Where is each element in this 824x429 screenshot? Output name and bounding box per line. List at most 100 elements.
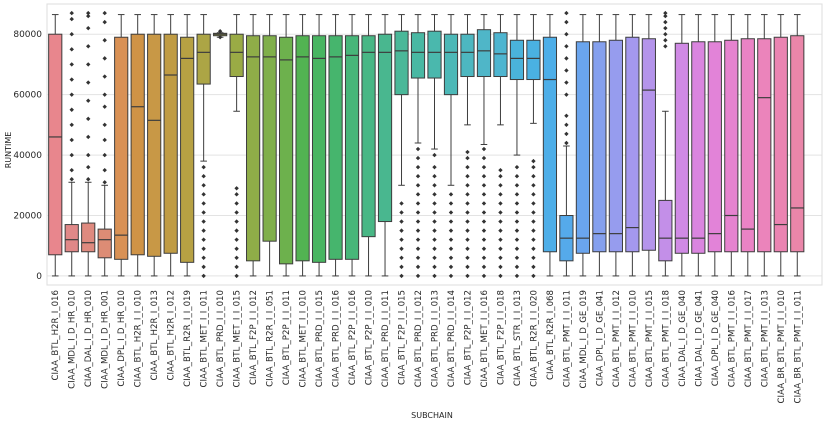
box-14: [262, 14, 277, 277]
outlier-point: [531, 174, 536, 179]
iqr-box: [674, 42, 689, 254]
outlier-point: [514, 237, 520, 242]
outlier-point: [399, 255, 404, 261]
x-tick-label: CIAA_BTL_PRD_I_I_010: [216, 290, 226, 387]
outlier-point: [465, 264, 470, 270]
outlier-point: [415, 192, 421, 197]
iqr-box: [493, 32, 508, 78]
x-tick-label: CIAA_BTL_PMT_I_I_018: [661, 290, 671, 387]
outlier-point: [102, 92, 107, 97]
outlier-point: [531, 210, 536, 215]
outlier-point: [663, 10, 668, 16]
outlier-point: [564, 44, 569, 49]
outlier-point: [663, 44, 668, 49]
outlier-point: [432, 219, 437, 224]
iqr-box: [81, 222, 96, 253]
x-tick-label: CIAA_BTL_F2P_I_I_018: [496, 290, 506, 385]
outlier-point: [531, 183, 536, 188]
x-tick-label: CIAA_DAL_I_D_GE_041: [694, 290, 704, 387]
iqr-box: [509, 39, 525, 81]
outlier-point: [86, 98, 91, 103]
outlier-point: [564, 131, 569, 137]
outlier-point: [102, 137, 107, 143]
outlier-point: [102, 19, 107, 25]
box-42: [724, 14, 739, 277]
outlier-point: [69, 137, 74, 143]
outlier-point: [69, 167, 74, 173]
box-37: [641, 14, 656, 277]
outlier-point: [102, 104, 107, 109]
x-tick-label: CIAA_BTL_R2R_I_I_019: [183, 290, 193, 387]
outlier-point: [415, 155, 421, 161]
outlier-point: [663, 19, 668, 25]
box-10: [196, 14, 211, 279]
outlier-point: [514, 192, 520, 197]
outlier-point: [69, 32, 74, 37]
box-33: [575, 14, 591, 277]
x-tick-label: CIAA_BTL_MET_I_I_010: [299, 290, 309, 388]
outlier-point: [399, 228, 404, 233]
outlier-point: [465, 174, 470, 179]
x-tick-label: CIAA_BTL_STR_I_I_013: [513, 290, 523, 386]
outlier-point: [514, 183, 520, 188]
outlier-point: [86, 25, 91, 31]
iqr-box: [344, 35, 360, 260]
iqr-box: [394, 30, 409, 96]
outlier-point: [432, 273, 437, 279]
iqr-box: [229, 33, 244, 78]
outlier-point: [465, 228, 470, 233]
iqr-box: [641, 38, 656, 251]
x-tick-label: CIAA_BTL_R2R_I_I_051: [266, 290, 276, 387]
box-12: [229, 14, 244, 279]
outlier-point: [69, 16, 74, 22]
x-tick-label: CIAA_BTL_PRD_I_I_014: [447, 290, 457, 387]
outlier-point: [498, 167, 503, 173]
outlier-point: [498, 192, 503, 197]
iqr-box: [757, 38, 772, 253]
y-tick-label: 40000: [13, 151, 42, 161]
outlier-point: [102, 38, 107, 43]
outlier-point: [201, 219, 206, 224]
outlier-point: [86, 10, 91, 16]
box-34: [592, 14, 607, 277]
outlier-point: [514, 246, 520, 251]
outlier-point: [481, 174, 487, 179]
x-tick-label: CIAA_BTL_H2R_I_I_010: [134, 290, 144, 387]
outlier-point: [564, 92, 569, 97]
outlier-point: [531, 201, 536, 206]
outlier-point: [448, 192, 454, 197]
outlier-point: [201, 246, 206, 251]
outlier-point: [531, 273, 536, 279]
x-tick-label: CIAA_BTL_PMT_I_I_010: [628, 290, 638, 387]
iqr-box: [592, 41, 607, 253]
box-4: [97, 10, 112, 277]
x-tick-label: CIAA_BTL_MET_I_I_016: [480, 290, 490, 388]
outlier-point: [234, 192, 239, 197]
iqr-box: [311, 35, 327, 263]
iqr-box: [130, 33, 145, 256]
iqr-box: [542, 36, 558, 253]
x-tick-label: CIAA_BTL_PMT_I_I_013: [760, 290, 770, 387]
outlier-point: [234, 255, 239, 261]
outlier-point: [86, 80, 91, 85]
iqr-box: [147, 33, 162, 257]
outlier-point: [217, 35, 223, 40]
outlier-point: [514, 273, 520, 279]
y-axis-label: RUNTIME: [4, 132, 13, 169]
y-tick-label: 80000: [13, 30, 42, 40]
iqr-box: [246, 35, 261, 262]
outlier-point: [201, 164, 206, 170]
outlier-point: [201, 210, 206, 215]
outlier-point: [498, 219, 503, 224]
outlier-point: [102, 10, 107, 16]
x-tick-label: CIAA_BTL_PMT_I_I_015: [645, 290, 655, 387]
outlier-point: [481, 183, 487, 188]
outlier-point: [465, 273, 470, 279]
box-35: [608, 14, 623, 277]
box-40: [691, 14, 706, 277]
iqr-box: [328, 35, 343, 260]
outlier-point: [663, 25, 668, 31]
box-16: [295, 14, 310, 277]
outlier-point: [514, 228, 520, 233]
x-tick-label: CIAA_BTL_PMT_I_I_012: [612, 290, 622, 387]
